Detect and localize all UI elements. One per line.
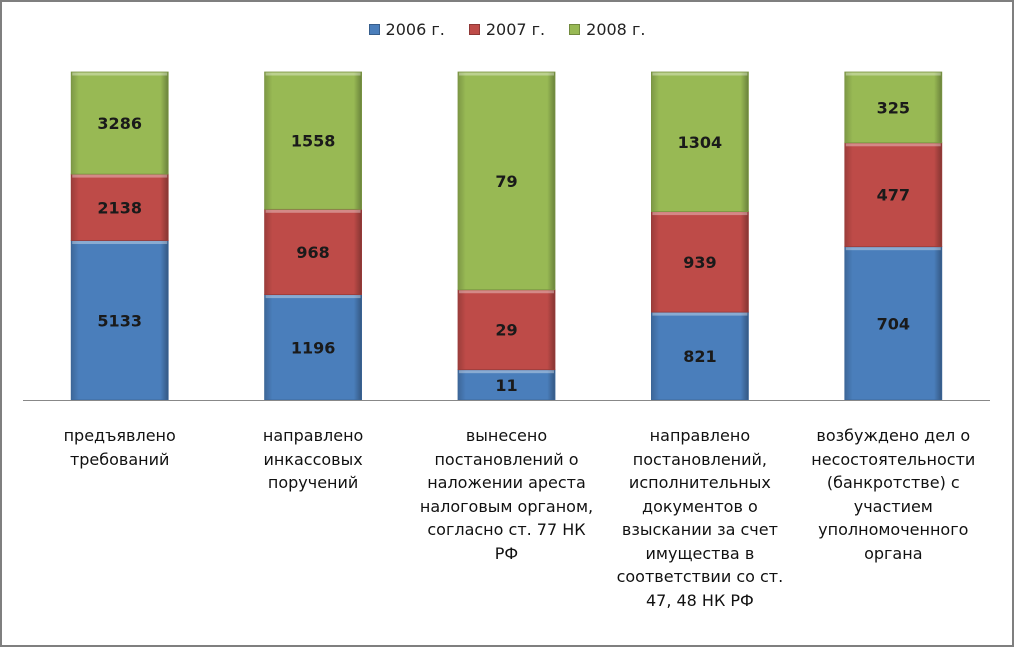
data-label: 968 <box>296 243 329 262</box>
legend-swatch <box>468 24 480 35</box>
bar-highlight <box>265 209 361 213</box>
bar-segment <box>457 289 556 371</box>
bar-segment <box>70 173 169 241</box>
bar-highlight <box>845 247 941 251</box>
bar-segment <box>651 211 749 313</box>
bar-highlight <box>265 72 361 76</box>
x-tick-label: направлено постановлений, исполнительных… <box>616 426 784 610</box>
data-label: 477 <box>877 186 910 205</box>
data-label: 2138 <box>97 198 142 217</box>
bar-segment <box>264 208 363 296</box>
data-label: 939 <box>683 253 716 272</box>
bar-segment <box>70 240 169 401</box>
bar-highlight <box>652 212 748 216</box>
bar-segment <box>264 71 363 210</box>
data-label: 821 <box>683 347 716 366</box>
bar-highlight <box>845 143 941 147</box>
data-label: 325 <box>877 98 910 117</box>
bar-highlight <box>652 312 748 316</box>
legend-swatch <box>368 24 380 35</box>
bar-segment <box>457 71 556 291</box>
bar-segment <box>264 294 363 401</box>
legend: 2006 г. 2007 г. 2008 г. <box>0 20 1014 39</box>
data-label: 3286 <box>97 114 142 133</box>
bar-highlight <box>459 290 554 294</box>
data-label: 5133 <box>97 311 142 330</box>
data-label: 1304 <box>678 133 723 152</box>
data-label: 11 <box>495 376 517 395</box>
data-label: 79 <box>495 172 517 191</box>
bar-segment <box>844 246 943 401</box>
legend-label: 2006 г. <box>385 20 445 39</box>
data-label: 1558 <box>291 132 336 151</box>
legend-item: 2007 г. <box>468 20 546 39</box>
legend-swatch <box>569 24 581 35</box>
bar-highlight <box>845 72 941 76</box>
data-label: 29 <box>495 321 517 340</box>
bar-highlight <box>72 174 168 178</box>
data-label: 704 <box>877 314 910 333</box>
data-label: 1196 <box>291 338 336 357</box>
bar-highlight <box>72 241 168 245</box>
bar-segment <box>70 71 169 175</box>
legend-item: 2006 г. <box>368 20 445 39</box>
legend-label: 2008 г. <box>586 20 646 39</box>
bar-segment <box>651 71 749 212</box>
bar-highlight <box>72 72 168 76</box>
bar-highlight <box>265 295 361 299</box>
x-tick-label: предъявлено требований <box>63 426 176 469</box>
legend-item: 2008 г. <box>569 20 645 39</box>
bar-segment <box>844 142 943 248</box>
bar-highlight <box>459 370 554 374</box>
bar-highlight <box>652 72 748 76</box>
bar-segment <box>844 71 943 144</box>
legend-label: 2007 г. <box>485 20 546 39</box>
x-tick-label: вынесено постановлений о наложении арест… <box>419 426 594 563</box>
x-tick-label: возбуждено дел о несостоятельности (банк… <box>811 426 976 563</box>
x-tick-label: направлено инкассовых поручений <box>262 426 364 492</box>
bar-highlight <box>459 72 554 76</box>
